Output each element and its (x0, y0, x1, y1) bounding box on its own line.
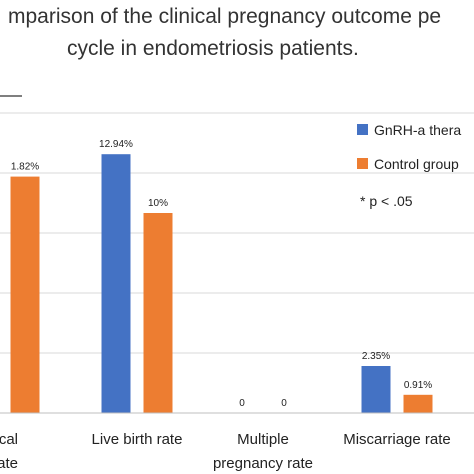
category-label-3-line-1: Multiple (237, 431, 289, 448)
data-label-series-1-cat-3: 0 (239, 398, 245, 409)
category-label-2-line-1: Live birth rate (92, 431, 183, 448)
bars (10, 154, 433, 413)
legend-label-control: Control group (374, 156, 459, 172)
legend-label-gnrh: GnRH-a thera (374, 122, 461, 138)
bar-series-2-cat-2 (143, 213, 173, 413)
legend-swatch-gnrh (357, 124, 368, 135)
category-label-1-line-1: cal (0, 431, 18, 448)
bar-series-2-cat-1 (10, 176, 40, 413)
data-label-series-1-cat-4: 2.35% (362, 351, 390, 362)
category-label-4-line-1: Miscarriage rate (343, 431, 451, 448)
data-label-series-2-cat-2: 10% (148, 198, 168, 209)
category-label-3-line-2: pregnancy rate (213, 455, 313, 472)
title-line-1: mparison of the clinical pregnancy outco… (8, 5, 441, 28)
title: mparison of the clinical pregnancy outco… (8, 5, 441, 60)
bar-series-2-cat-4 (403, 394, 433, 413)
legend: GnRH-a thera Control group * p < .05 (357, 122, 461, 209)
data-label-series-2-cat-4: 0.91% (404, 380, 432, 391)
title-line-2: cycle in endometriosis patients. (67, 37, 359, 60)
significance-note: * p < .05 (360, 193, 413, 209)
category-labels: cal cy rate Live birth rate Multiple pregnan… (0, 431, 451, 472)
data-labels: 12.94% 0 2.35% 1.82% 10% 0 0.91% (11, 139, 432, 409)
data-label-series-2-cat-3: 0 (281, 398, 287, 409)
bar-series-1-cat-4 (361, 366, 391, 413)
data-label-series-1-cat-2: 12.94% (99, 139, 133, 150)
bar-series-1-cat-2 (101, 154, 131, 413)
legend-swatch-control (357, 158, 368, 169)
data-label-series-2-cat-1: 1.82% (11, 162, 39, 173)
category-label-1-line-2: cy rate (0, 455, 18, 472)
